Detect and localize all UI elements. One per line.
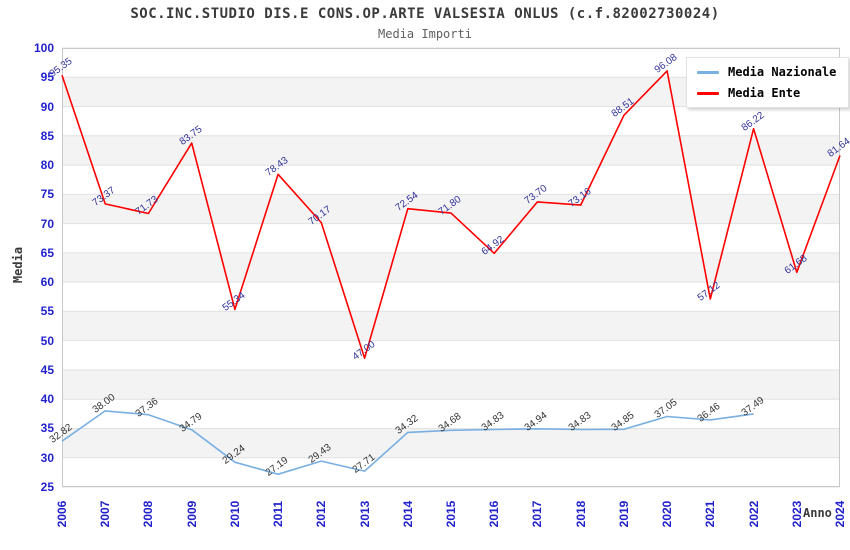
y-tick-label: 30 [40,450,54,465]
band [62,194,840,224]
y-tick-label: 70 [40,216,54,231]
band [62,135,840,166]
x-tick-label-2016: 2016 [487,500,502,528]
band [62,311,840,341]
y-tick-label: 25 [40,480,54,494]
x-tick-label-2012: 2012 [314,500,329,528]
band [62,252,840,283]
band [62,369,840,400]
y-tick-label: 35 [40,421,54,436]
series-line-media-ente [61,70,841,360]
x-tick-label-2007: 2007 [98,500,113,528]
x-tick-label-2011: 2011 [271,500,286,528]
y-tick-label: 80 [40,158,54,173]
x-axis-title: Anno [803,506,832,520]
y-tick-label: 50 [40,333,54,348]
chart-subtitle: Media Importi [378,27,472,41]
media-ente-line-swatch-icon [697,91,719,95]
x-tick-label-2013: 2013 [357,500,372,528]
media-nazionale-line-swatch-icon [697,70,719,74]
y-tick-label: 60 [40,275,54,290]
y-tick-label: 45 [40,362,54,377]
x-tick-label-2020: 2020 [660,500,675,528]
legend-label: Media Ente [728,86,801,100]
x-tick-label-2009: 2009 [184,500,199,528]
x-tick-label-2015: 2015 [444,500,458,528]
chart-title: SOC.INC.STUDIO DIS.E CONS.OP.ARTE VALSES… [130,6,720,22]
x-tick-label-2008: 2008 [141,500,156,528]
legend-label: Media Nazionale [728,65,837,79]
x-tick-label-2022: 2022 [746,500,761,528]
x-tick-label-2023: 2023 [789,500,804,528]
plot-area: 32.82 38.00 37.36 34.79 29.24 27.19 29.43 27.71… [48,47,850,488]
legend-item-media-nazionale: Media Nazionale [697,65,836,79]
x-tick-label-2019: 2019 [616,500,631,528]
y-tick-label: 85 [40,128,54,143]
y-tick-label: 55 [40,304,54,319]
x-tick-label-2010: 2010 [227,500,242,528]
y-tick-label: 95 [40,70,54,85]
y-tick-label: 100 [33,41,54,55]
y-tick-label: 65 [40,245,54,260]
x-tick-label-2018: 2018 [573,500,588,528]
y-tick-label: 40 [40,392,54,407]
y-tick-label: 90 [40,99,54,114]
x-tick-label-2017: 2017 [530,500,545,528]
x-tick-label-2006: 2006 [55,500,69,528]
x-tick-label-2024: 2024 [833,500,847,528]
x-tick-label-2021: 2021 [703,500,718,528]
y-tick-label: 75 [40,187,54,202]
legend: Media Nazionale Media Ente [686,57,850,108]
legend-item-media-ente: Media Ente [697,86,836,100]
plot-border [62,48,840,487]
series-line-media-nazionale [61,410,754,476]
x-tick-label-2014: 2014 [400,500,415,528]
band [62,428,840,458]
